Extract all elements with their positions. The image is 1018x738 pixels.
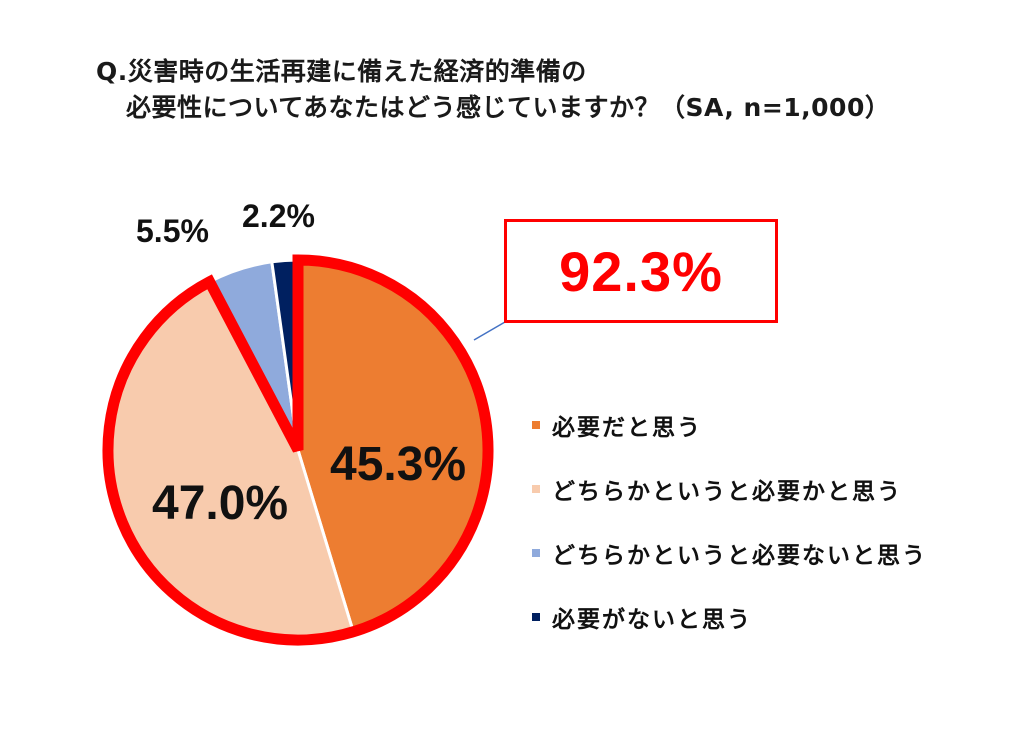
data-label-unnecessary: 2.2% xyxy=(242,198,315,234)
legend-label: どちらかというと必要かと思う xyxy=(552,479,902,505)
data-label-somewhat-necessary: 47.0% xyxy=(152,477,289,530)
chart-title-line2: 必要性についてあなたはどう感じていますか？（SA, n=1,000） xyxy=(126,93,891,122)
legend-item-somewhat-necessary: どちらかというと必要かと思う xyxy=(532,457,927,521)
legend-label: 必要だと思う xyxy=(552,415,702,441)
legend-swatch-icon xyxy=(532,613,540,621)
chart-title: Q.災害時の生活再建に備えた経済的準備の 必要性についてあなたはどう感じています… xyxy=(96,54,890,126)
legend-swatch-icon xyxy=(532,549,540,557)
legend-label: どちらかというと必要ないと思う xyxy=(552,543,927,569)
legend-item-somewhat-unnecessary: どちらかというと必要ないと思う xyxy=(532,521,927,585)
legend-swatch-icon xyxy=(532,485,540,493)
legend-label: 必要がないと思う xyxy=(552,607,752,633)
legend-item-unnecessary: 必要がないと思う xyxy=(532,585,927,649)
legend-swatch-icon xyxy=(532,421,540,429)
data-label-somewhat-unnecessary: 5.5% xyxy=(136,213,209,249)
callout-leader-line xyxy=(473,321,506,341)
chart-legend: 必要だと思う どちらかというと必要かと思う どちらかというと必要ないと思う 必要… xyxy=(532,393,927,649)
highlight-outline xyxy=(102,254,494,646)
data-label-necessary: 45.3% xyxy=(330,438,467,491)
legend-item-necessary: 必要だと思う xyxy=(532,393,927,457)
highlight-callout-box: 92.3% xyxy=(504,219,778,323)
callout-total-value: 92.3% xyxy=(559,239,723,303)
chart-title-line1: Q.災害時の生活再建に備えた経済的準備の xyxy=(96,57,587,86)
